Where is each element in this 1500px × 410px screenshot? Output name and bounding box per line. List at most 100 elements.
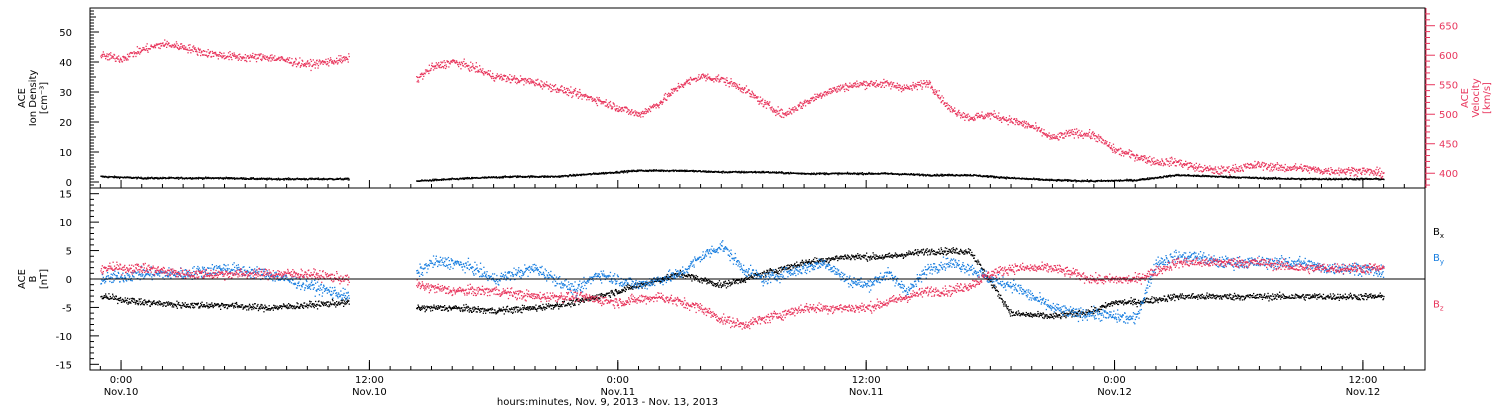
data-point (219, 52, 221, 54)
data-point (495, 176, 497, 178)
data-point (322, 60, 324, 62)
data-point (288, 179, 290, 181)
data-point (567, 175, 570, 177)
data-point (531, 176, 533, 178)
data-point (1070, 129, 1072, 131)
data-point (256, 177, 258, 180)
data-point (168, 177, 171, 179)
data-point (240, 177, 242, 179)
data-point (1089, 129, 1091, 131)
data-point (1213, 172, 1216, 174)
data-point (202, 178, 204, 180)
data-point (987, 175, 989, 177)
data-point (1027, 122, 1029, 124)
data-point (887, 172, 889, 174)
data-point (737, 171, 739, 174)
data-point (602, 171, 605, 174)
data-point (1257, 161, 1259, 163)
data-point (589, 173, 592, 175)
data-point (187, 44, 190, 46)
data-point (968, 115, 971, 117)
data-point (508, 78, 511, 80)
data-point (1262, 169, 1264, 171)
data-point (596, 172, 598, 175)
data-point (1148, 178, 1150, 180)
data-point (112, 55, 114, 58)
data-point (785, 115, 788, 117)
data-point (1120, 154, 1122, 157)
data-point (451, 178, 453, 180)
data-point (166, 46, 168, 48)
data-point (468, 65, 470, 67)
data-point (1141, 179, 1143, 181)
data-point (1168, 160, 1170, 163)
data-point (969, 174, 971, 177)
data-point (1007, 176, 1009, 179)
data-point (659, 169, 661, 171)
data-point (575, 174, 578, 176)
data-point (457, 63, 459, 66)
data-point (228, 178, 230, 180)
data-point (1041, 128, 1043, 130)
data-point (277, 178, 279, 181)
data-point (491, 176, 493, 178)
data-point (621, 170, 623, 172)
data-point (1162, 165, 1164, 167)
data-point (1254, 164, 1257, 166)
data-point (865, 80, 867, 83)
data-point (1045, 133, 1047, 135)
data-point (314, 61, 316, 63)
data-point (864, 88, 866, 91)
data-point (1087, 133, 1089, 135)
data-point (1202, 170, 1204, 172)
data-point (942, 100, 944, 102)
data-point (153, 178, 155, 180)
data-point (430, 69, 432, 71)
data-point (300, 179, 302, 181)
data-point (248, 56, 251, 58)
data-point (803, 100, 805, 103)
data-point (319, 60, 321, 62)
data-point (703, 76, 706, 79)
data-point (1135, 179, 1137, 181)
data-point (243, 177, 245, 179)
data-point (1100, 180, 1102, 182)
data-point (1032, 178, 1034, 180)
data-point (1023, 122, 1025, 124)
data-point (1027, 178, 1029, 180)
data-point (867, 173, 870, 175)
data-point (224, 55, 226, 57)
data-point (969, 173, 972, 176)
data-point (146, 177, 148, 179)
data-point (680, 169, 682, 172)
data-point (1165, 175, 1168, 177)
data-point (765, 101, 767, 104)
data-point (300, 178, 302, 180)
data-point (627, 169, 629, 172)
data-point (1097, 136, 1099, 138)
data-point (857, 173, 859, 175)
data-point (636, 170, 638, 172)
data-point (1081, 179, 1083, 181)
data-point (723, 170, 725, 173)
data-point (434, 67, 436, 70)
data-point (1168, 165, 1170, 167)
data-point (755, 172, 757, 174)
data-point (487, 177, 489, 179)
data-point (1119, 180, 1121, 182)
data-point (994, 176, 996, 178)
data-point (788, 113, 790, 115)
data-point (500, 177, 503, 179)
data-point (860, 84, 862, 86)
data-point (252, 177, 254, 179)
data-point (1167, 164, 1169, 166)
data-point (339, 58, 341, 60)
data-point (437, 65, 439, 67)
data-point (166, 40, 168, 43)
data-point (207, 176, 210, 179)
data-point (874, 82, 877, 84)
data-point (961, 113, 963, 115)
data-point (800, 105, 803, 108)
data-point (267, 177, 269, 179)
data-point (531, 175, 533, 177)
